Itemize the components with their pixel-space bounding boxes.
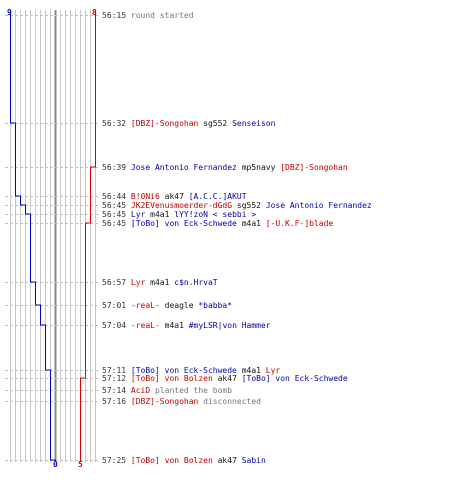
player-name: #myLSR|von Hammer bbox=[183, 321, 271, 330]
player-name: Jose Antonio Fernandez bbox=[126, 163, 237, 172]
event-time: 57:01 bbox=[102, 301, 127, 310]
blue-end-count: 0 bbox=[53, 460, 58, 469]
player-name: lYY!zoN < sebbi > bbox=[169, 210, 257, 219]
player-name: [A.C.C.]AKUT bbox=[183, 192, 247, 201]
weapon-name: m4a1 bbox=[145, 278, 170, 287]
event-row-kill-2: 56:39 Jose Antonio Fernandez mp5navy [DB… bbox=[102, 163, 348, 172]
event-message: disconnected bbox=[198, 397, 261, 406]
player-name: [ToBo] von Bolzen bbox=[126, 374, 213, 383]
event-row-kill-4: 56:45 JK2EVenusmoerder-dGdG sg552 Jose A… bbox=[102, 201, 372, 210]
grid-lines bbox=[10, 10, 96, 462]
player-name: -reaL- bbox=[126, 301, 160, 310]
weapon-name: ak47 bbox=[212, 456, 237, 465]
player-name: Jose Antonio Fernandez bbox=[260, 201, 372, 210]
player-name: Senseison bbox=[227, 119, 276, 128]
event-row-kill-7: 56:57 Lyr m4a1 c$n.HrvaT bbox=[102, 278, 218, 287]
event-time: 57:12 bbox=[102, 374, 127, 383]
player-name: [ToBo] von Bolzen bbox=[126, 456, 213, 465]
event-time: 56:44 bbox=[102, 192, 127, 201]
weapon-name: sg552 bbox=[232, 201, 261, 210]
event-row-kill-6: 56:45 [ToBo] von Eck-Schwede m4a1 [-U.K.… bbox=[102, 219, 333, 228]
event-row-kill-11: 57:12 [ToBo] von Bolzen ak47 [ToBo] von … bbox=[102, 374, 348, 383]
player-name: JK2EVenusmoerder-dGdG bbox=[126, 201, 233, 210]
player-name: [-U.K.F-]blade bbox=[260, 219, 334, 228]
event-row-kill-1: 56:32 [DBZ]-Songohan sg552 Senseison bbox=[102, 119, 275, 128]
weapon-name: m4a1 bbox=[236, 219, 261, 228]
player-name: [ToBo] von Eck-Schwede bbox=[126, 366, 237, 375]
event-time: 57:14 bbox=[102, 386, 127, 395]
event-time: 56:15 bbox=[102, 11, 127, 20]
event-time: 56:39 bbox=[102, 163, 127, 172]
event-time: 56:45 bbox=[102, 201, 127, 210]
player-name: [ToBo] von Eck-Schwede bbox=[236, 374, 348, 383]
red-end-count: 5 bbox=[78, 460, 83, 469]
weapon-name: deagle bbox=[159, 301, 194, 310]
event-row-kill-3: 56:44 B!0Ni6 ak47 [A.C.C.]AKUT bbox=[102, 192, 247, 201]
player-name: Sabin bbox=[236, 456, 266, 465]
event-time: 57:04 bbox=[102, 321, 127, 330]
player-name: Lyr bbox=[126, 210, 146, 219]
event-row-disconnect: 57:16 [DBZ]-Songohan disconnected bbox=[102, 397, 261, 406]
red-start-count: 8 bbox=[92, 8, 97, 17]
event-time: 57:16 bbox=[102, 397, 127, 406]
player-name: [DBZ]-Songohan bbox=[126, 397, 199, 406]
event-time: 56:32 bbox=[102, 119, 127, 128]
event-message: planted the bomb bbox=[150, 386, 233, 395]
player-name: Lyr bbox=[126, 278, 146, 287]
event-time: 56:45 bbox=[102, 210, 127, 219]
weapon-name: m4a1 bbox=[236, 366, 261, 375]
player-name: -reaL- bbox=[126, 321, 160, 330]
player-name: [DBZ]-Songohan bbox=[275, 163, 348, 172]
event-time: 56:57 bbox=[102, 278, 127, 287]
event-time: 57:11 bbox=[102, 366, 127, 375]
player-name: *babba* bbox=[193, 301, 233, 310]
event-message: round started bbox=[126, 11, 194, 20]
player-name: [DBZ]-Songohan bbox=[126, 119, 199, 128]
event-row-kill-9: 57:04 -reaL- m4a1 #myLSR|von Hammer bbox=[102, 321, 271, 330]
event-row-kill-10: 57:11 [ToBo] von Eck-Schwede m4a1 Lyr bbox=[102, 366, 280, 375]
event-time: 56:45 bbox=[102, 219, 127, 228]
event-row-bomb-planted: 57:14 AciD planted the bomb bbox=[102, 386, 232, 395]
weapon-name: m4a1 bbox=[145, 210, 170, 219]
blue-team-alive-line bbox=[10, 10, 56, 462]
player-name: AciD bbox=[126, 386, 151, 395]
player-name: [ToBo] von Eck-Schwede bbox=[126, 219, 237, 228]
player-name: Lyr bbox=[260, 366, 281, 375]
red-team-alive-line bbox=[80, 10, 96, 462]
weapon-name: mp5navy bbox=[236, 163, 276, 172]
weapon-name: ak47 bbox=[212, 374, 237, 383]
event-row-kill-12: 57:25 [ToBo] von Bolzen ak47 Sabin bbox=[102, 456, 266, 465]
event-time: 57:25 bbox=[102, 456, 127, 465]
weapon-name: ak47 bbox=[159, 192, 184, 201]
player-name: B!0Ni6 bbox=[126, 192, 160, 201]
event-row-kill-5: 56:45 Lyr m4a1 lYY!zoN < sebbi > bbox=[102, 210, 256, 219]
weapon-name: m4a1 bbox=[159, 321, 184, 330]
event-row-round-started: 56:15 round started bbox=[102, 11, 194, 20]
player-name: c$n.HrvaT bbox=[169, 278, 218, 287]
blue-start-count: 9 bbox=[7, 8, 12, 17]
weapon-name: sg552 bbox=[198, 119, 228, 128]
event-row-kill-8: 57:01 -reaL- deagle *babba* bbox=[102, 301, 232, 310]
